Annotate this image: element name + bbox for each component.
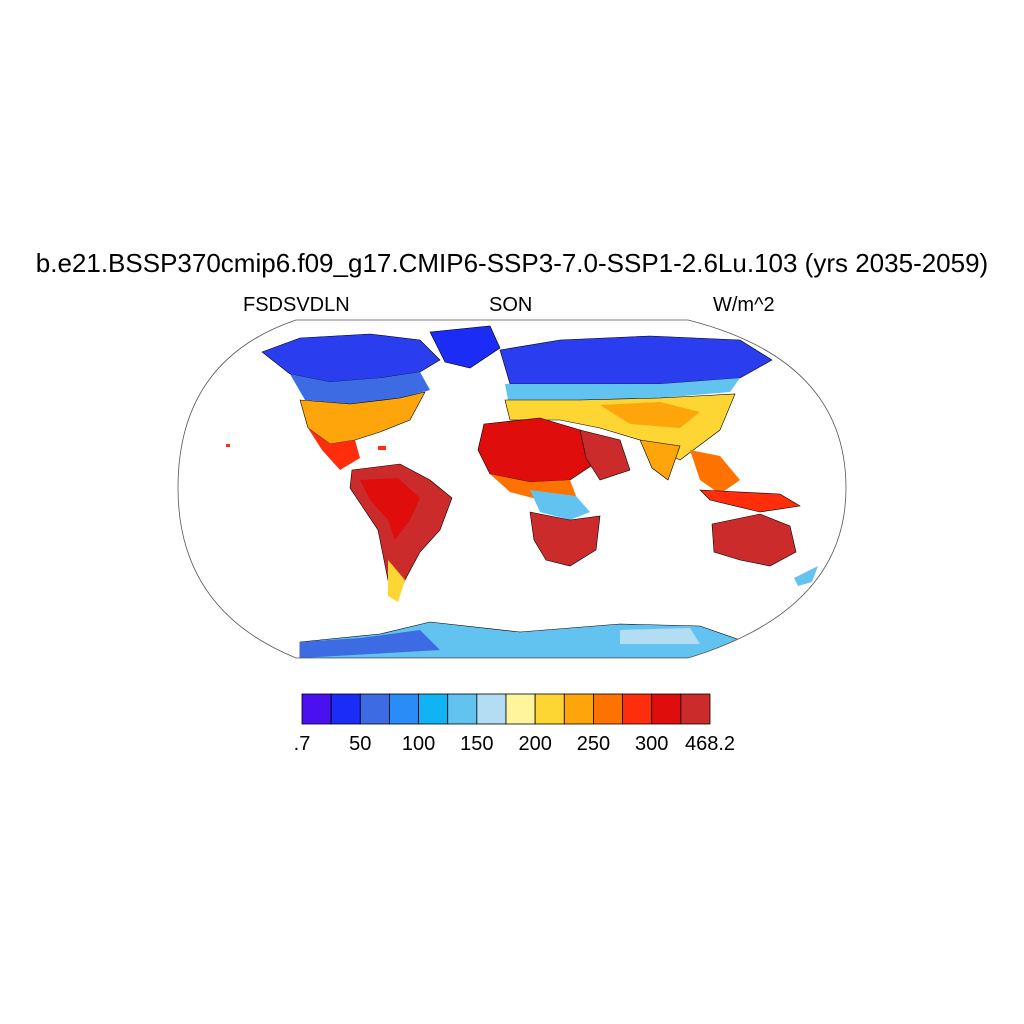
eurasia-high [505, 378, 740, 400]
hawaii [226, 444, 230, 447]
arabia [579, 429, 631, 481]
colorbar-tick-label: 468.2 [685, 733, 735, 755]
colorbar-tick-label: .7 [294, 733, 311, 755]
australia [711, 513, 797, 567]
chart-title: b.e21.BSSP370cmip6.f09_g17.CMIP6-SSP3-7.… [35, 248, 989, 278]
mexico [308, 428, 360, 470]
colorbar-swatch [301, 693, 332, 725]
units-label: W/m^2 [713, 294, 775, 316]
caribbean [378, 446, 386, 450]
colorbar-tick-label: 200 [518, 733, 551, 755]
globe-outline [177, 319, 847, 659]
india [639, 439, 681, 481]
patagonia [388, 560, 405, 602]
colorbar-swatch [651, 693, 682, 725]
southeast-asia [690, 450, 740, 494]
colorbar-tick-label: 100 [402, 733, 435, 755]
antarctica-edge [300, 630, 440, 658]
greenland [429, 325, 501, 369]
new-zealand [794, 566, 818, 586]
variable-label: FSDSVDLN [243, 294, 350, 316]
south-america-east [360, 478, 420, 540]
colorbar-swatch [534, 693, 565, 725]
colorbar-swatch [476, 693, 507, 725]
colorbar-swatch [505, 693, 536, 725]
colorbar-swatch [418, 693, 449, 725]
colorbar-swatch [622, 693, 653, 725]
central-asia [600, 402, 700, 428]
colorbar-tick-label: 150 [460, 733, 493, 755]
colorbar-tick-label: 250 [577, 733, 610, 755]
colorbar-swatch [680, 693, 711, 725]
colorbar-tick-label: 300 [635, 733, 668, 755]
colorbar-swatch [330, 693, 361, 725]
colorbar-swatch [389, 693, 419, 725]
antarctica-inner [620, 628, 700, 644]
central-africa [530, 490, 590, 520]
colorbar-tick-label: 50 [349, 733, 371, 755]
north-america-mid [290, 372, 430, 404]
colorbar-swatch [359, 693, 390, 725]
colorbar-swatch [563, 693, 594, 725]
colorbar-swatch [447, 693, 478, 725]
colorbar-swatch [593, 693, 623, 725]
indonesia [699, 489, 801, 513]
season-label: SON [489, 294, 533, 316]
southern-africa [529, 511, 601, 567]
